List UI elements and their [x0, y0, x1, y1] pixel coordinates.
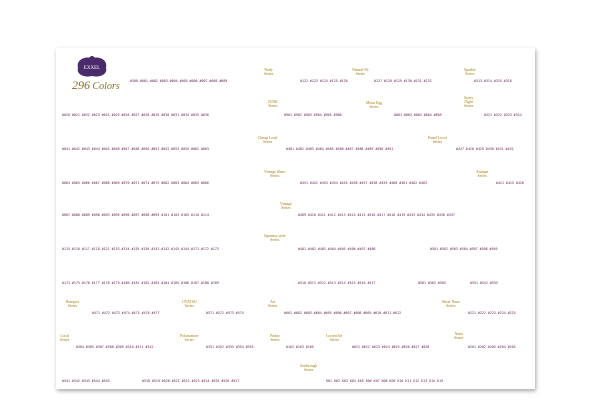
swatch-row: #064 #065 #066 #067 #068 #069 #070 #071 …	[62, 181, 209, 185]
color-count-number: 296	[72, 78, 90, 92]
series-label-correctart: CorrectArt Series	[326, 334, 343, 343]
series-label-local: Local Series	[60, 334, 70, 343]
swatch-row: #901 #902 #903 #904 #905 #906	[284, 113, 342, 117]
series-label-moon-egg: Moon Egg Series	[366, 101, 383, 110]
swatch-row: #313 #314 #315 #316	[474, 79, 512, 83]
swatch-row: #300 #001 #002 #003 #004 #005 #006 #007 …	[130, 79, 228, 83]
series-label-nudy: Nudy Series	[264, 68, 274, 77]
swatch-row: #409 #410 #411 #412 #413 #414 #415 #416 …	[298, 213, 455, 217]
swatch-row: #551 #552 #553	[470, 281, 498, 285]
brand-logo-text: EXXEL	[84, 66, 100, 71]
series-label-pastel-local: Pastel Local Series	[428, 136, 447, 145]
swatch-row: #601 #602 #603 #604 #605 #606 #607 #608 …	[284, 311, 402, 315]
series-label-sparkle: Sparkle Series	[464, 68, 476, 77]
color-count-suffix: Colors	[90, 81, 120, 92]
swatch-row: #481 #482 #483 #484 #485 #486 #487 #488 …	[286, 147, 394, 151]
swatch-row: #041 #042 #043 #044 #045 #046 #047 #048 …	[62, 147, 209, 151]
series-label-sheer-nana: Sheer Nana Series	[442, 300, 460, 309]
swatch-row: #510 #511 #512 #513 #514 #515 #516 #517	[298, 281, 376, 285]
series-label-cheap-local: Cheap Local Series	[258, 136, 278, 145]
color-count-title: 296 Colors	[72, 78, 120, 93]
swatch-row: #162 #163 #165	[286, 345, 314, 349]
series-label-polarization: Polarization Series	[180, 334, 199, 343]
swatch-row: #518 #519 #520 #521 #522 #523 #524 #525 …	[142, 379, 240, 383]
swatch-row: #401 #402 #403 #404 #405 #406 #407 #408	[298, 247, 376, 251]
series-label-seethrough: Seethrough Series	[300, 364, 318, 373]
brand-logo: EXXEL	[77, 56, 107, 77]
series-label-nana: Nana Series	[454, 332, 464, 341]
series-label-antique: Antique Series	[476, 170, 489, 179]
series-label-friday: Friday Series	[270, 334, 280, 343]
color-chart-sheet: EXXEL 296 Colors #300 #001 #002 #003 #00…	[56, 48, 535, 389]
swatch-row: #427 #428 #429 #430 #431 #432	[456, 147, 514, 151]
series-label-japanese-style: Japanese style Series	[264, 234, 286, 243]
swatch-row: #304 #305 #307 #308 #309 #310 #311 #312	[76, 345, 154, 349]
swatch-row: #451 #452 #453 #454 #455 #456 #457 #458 …	[300, 181, 428, 185]
swatch-row: #115 #116 #117 #118 #121 #153 #154 #155 …	[62, 247, 219, 251]
swatch-row: #221 #222 #223 #224 #225	[468, 311, 516, 315]
series-label-vintage: Vintage Series	[280, 202, 292, 211]
series-label-junk: JUNK Series	[268, 100, 278, 109]
swatch-row: #087 #088 #089 #090 #093 #095 #096 #097 …	[62, 213, 209, 217]
swatch-row: #122 #123 #124 #125 #126	[300, 79, 348, 83]
swatch-row: #471 #472 #473 #474 #475 #476 #477	[92, 311, 160, 315]
series-label-starry-night: Starry Night Series	[464, 96, 474, 109]
series-label-art: Art Series	[268, 300, 278, 309]
swatch-row: #621 #622 #623 #624 #625 #626 #627 #628	[352, 345, 430, 349]
swatch-row: #127 #128 #129 #130 #131 #132	[374, 79, 432, 83]
swatch-row: #020 #021 #022 #023 #024 #025 #026 #027 …	[62, 113, 209, 117]
series-label-oyatsu: OYATSU Series	[182, 300, 197, 309]
series-label-bouquet: Bouquet Series	[66, 300, 79, 309]
swatch-row: K01 K02 K03 K04 K05 K06 K07 K08 K09 K10 …	[326, 379, 444, 383]
swatch-row: #571 #572 #573 #574	[206, 311, 244, 315]
swatch-row: #421 #425 #426	[496, 181, 524, 185]
swatch-row: #321 #322 #323 #324	[484, 113, 522, 117]
swatch-row: #201 #202 #203 #204 #205	[468, 345, 516, 349]
swatch-row: #801 #802 #803 #804 #805	[394, 113, 442, 117]
swatch-row: #581 #582 #583	[418, 281, 446, 285]
series-label-vintage-sheer: Vintage Sheer Series	[264, 170, 286, 179]
series-label-natural-fit: Natural Fit Series	[352, 68, 369, 77]
swatch-row: #501 #502 #503 #504 #507 #508 #509	[430, 247, 498, 251]
swatch-row: #541 #542 #543 #544 #545	[62, 379, 110, 383]
swatch-row: #351 #352 #353 #354 #355	[206, 345, 254, 349]
swatch-row: #174 #175 #176 #177 #178 #179 #180 #181 …	[62, 281, 219, 285]
